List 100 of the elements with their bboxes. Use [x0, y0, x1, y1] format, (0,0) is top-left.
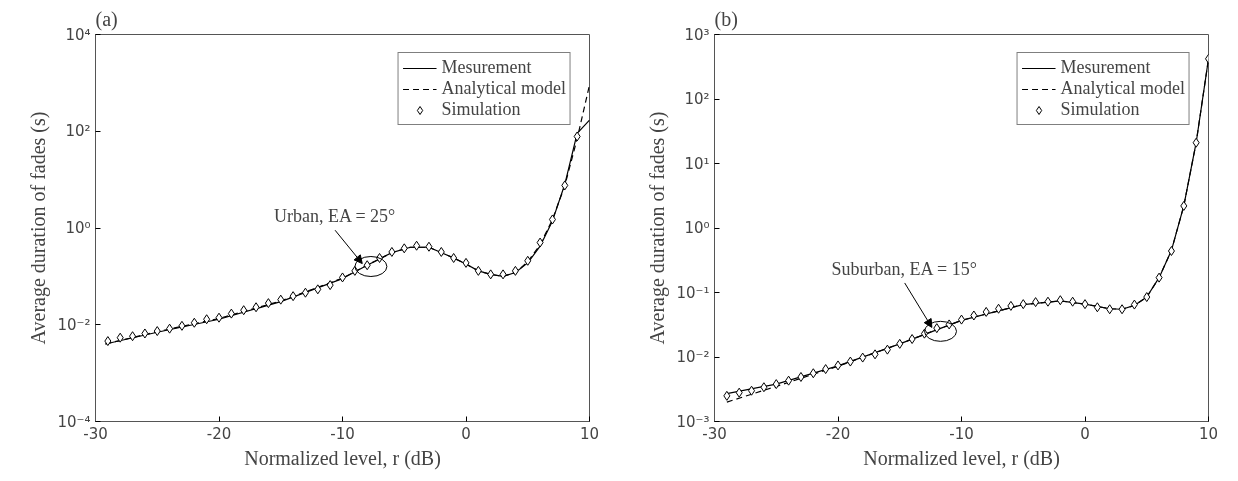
point [437, 246, 445, 257]
point [301, 287, 309, 298]
point [190, 317, 198, 328]
point [1143, 292, 1151, 303]
point [227, 308, 235, 319]
y-axis-title: Average duration of fades (s) [646, 111, 670, 345]
chart-title: (b) [714, 7, 738, 31]
point [883, 344, 891, 355]
point [240, 305, 248, 316]
point [809, 368, 817, 379]
point [561, 180, 569, 191]
point [400, 243, 408, 254]
point [1069, 296, 1077, 307]
point [723, 390, 731, 401]
legend-label: Mesurement [441, 57, 532, 78]
legend-label: Simulation [441, 99, 521, 120]
y-tick-label: 10⁰ [684, 219, 710, 237]
point [215, 312, 223, 323]
point [153, 326, 161, 337]
point [834, 360, 842, 371]
point [264, 298, 272, 309]
point [1044, 296, 1052, 307]
point [252, 302, 260, 313]
point [760, 382, 768, 393]
point [982, 306, 990, 317]
point [289, 291, 297, 302]
y-tick-label: 10² [684, 90, 710, 108]
point [499, 269, 507, 280]
point [511, 265, 519, 276]
point [314, 284, 322, 295]
point [970, 310, 978, 321]
x-tick-label: 0 [461, 424, 471, 443]
y-axis-title: Average duration of fades (s) [27, 111, 51, 345]
point [1192, 137, 1200, 148]
legend-label: Mesurement [1060, 57, 1151, 78]
point [536, 237, 544, 248]
point [772, 379, 780, 390]
y-tick-label: 10¹ [684, 154, 710, 173]
point [995, 303, 1003, 314]
y-tick-label: 10⁰ [65, 219, 91, 237]
y-tick-label: 10⁻¹ [676, 283, 710, 302]
point [166, 323, 174, 334]
x-tick-label: -10 [330, 424, 355, 443]
x-tick-label: -20 [206, 424, 232, 443]
x-tick-label: -20 [825, 424, 851, 443]
y-tick-label: 10⁴ [65, 25, 91, 44]
point [178, 320, 186, 331]
point [797, 371, 805, 382]
chart-title: (a) [95, 7, 118, 31]
y-tick-label: 10³ [684, 25, 710, 44]
point [462, 257, 470, 268]
x-tick-label: -10 [949, 424, 974, 443]
point [1155, 272, 1163, 283]
x-axis-title: Normalized level, r (dB) [244, 446, 441, 470]
x-tick-label: 0 [1080, 424, 1090, 443]
point [748, 385, 756, 396]
point [1106, 304, 1114, 315]
point [1180, 200, 1188, 211]
point [1167, 246, 1175, 256]
point [735, 387, 743, 398]
point [1056, 295, 1064, 306]
point [326, 280, 334, 291]
y-tick-label: 10⁻² [57, 315, 91, 334]
point [203, 314, 211, 325]
point [1130, 299, 1138, 310]
point [1007, 300, 1015, 311]
point [1118, 304, 1126, 315]
point [822, 364, 830, 375]
point [785, 375, 793, 386]
point [524, 255, 532, 266]
point [413, 240, 421, 251]
point [388, 246, 396, 257]
x-axis-title: Normalized level, r (dB) [863, 446, 1060, 470]
point [846, 356, 854, 367]
point [1093, 302, 1101, 313]
point [104, 336, 112, 347]
point [1019, 299, 1027, 310]
y-tick-label: 10² [65, 122, 91, 141]
point [908, 334, 916, 345]
point [425, 241, 433, 252]
point [573, 131, 581, 142]
point [896, 338, 904, 349]
legend-label: Analytical model [441, 78, 566, 99]
y-tick-label: 10⁻² [676, 348, 710, 366]
point [277, 294, 285, 305]
point [871, 349, 879, 360]
point [859, 352, 867, 363]
point [141, 328, 149, 339]
point [1081, 299, 1089, 310]
annotation: Urban, EA = 25° [273, 206, 396, 227]
annotation: Suburban, EA = 15° [831, 258, 977, 279]
legend-label: Simulation [1060, 99, 1140, 120]
point [487, 269, 495, 280]
point [116, 332, 124, 343]
point [474, 265, 482, 276]
point [129, 331, 137, 342]
point [450, 252, 458, 263]
x-tick-label: 10 [1198, 424, 1219, 443]
point [548, 214, 556, 225]
point [1032, 297, 1040, 308]
